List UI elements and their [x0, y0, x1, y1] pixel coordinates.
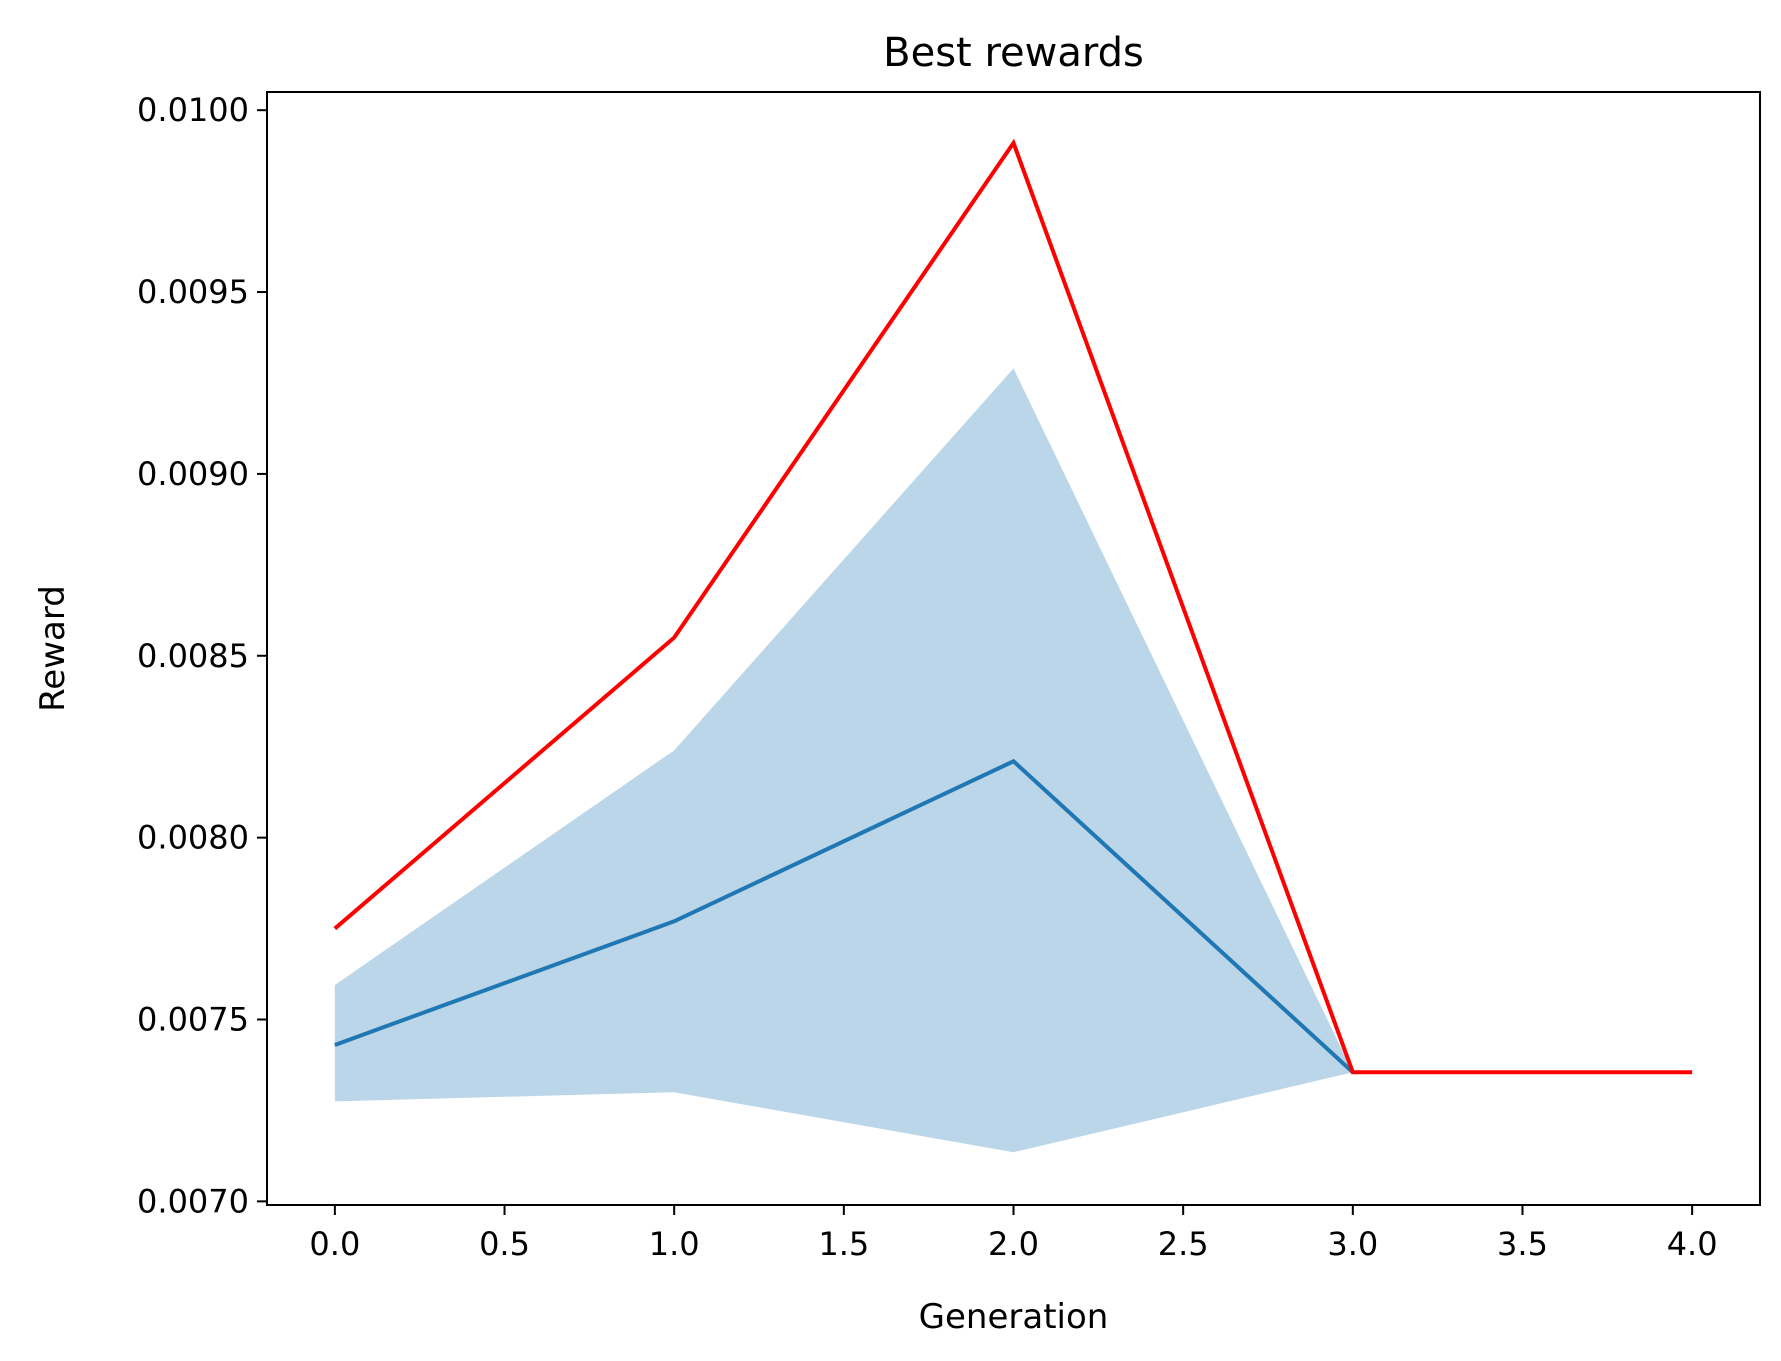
chart-title: Best rewards — [883, 30, 1144, 76]
y-tick-label: 0.0095 — [137, 273, 249, 311]
mean-reward-line — [334, 758, 1355, 1074]
confidence-band — [334, 368, 1353, 1153]
y-axis: 0.0070 0.0075 0.0080 0.0085 0.0090 0.0095 0.01… — [137, 91, 267, 1220]
x-tick-label: 4.0 — [1667, 1225, 1718, 1263]
x-tick-label: 3.0 — [1327, 1225, 1378, 1263]
y-tick-label: 0.0100 — [137, 91, 249, 129]
x-tick-label: 3.5 — [1497, 1225, 1548, 1263]
x-axis-label: Generation — [919, 1297, 1109, 1337]
y-tick-label: 0.0070 — [137, 1182, 249, 1220]
x-tick-label: 2.5 — [1158, 1225, 1209, 1263]
y-tick-label: 0.0090 — [137, 455, 249, 493]
x-tick-label: 2.0 — [988, 1225, 1039, 1263]
x-tick-label: 1.0 — [649, 1225, 700, 1263]
y-tick-label: 0.0075 — [137, 1001, 249, 1039]
y-tick-label: 0.0085 — [137, 637, 249, 675]
x-tick-label: 0.0 — [309, 1225, 360, 1263]
best-reward-line — [333, 138, 1693, 1075]
x-axis: 0.0 0.5 1.0 1.5 2.0 2.5 3.0 3.5 4.0 — [309, 1205, 1718, 1263]
y-axis-label: Reward — [33, 585, 73, 712]
x-tick-label: 0.5 — [479, 1225, 530, 1263]
plot-area — [333, 138, 1693, 1153]
y-tick-label: 0.0080 — [137, 819, 249, 857]
x-tick-label: 1.5 — [818, 1225, 869, 1263]
